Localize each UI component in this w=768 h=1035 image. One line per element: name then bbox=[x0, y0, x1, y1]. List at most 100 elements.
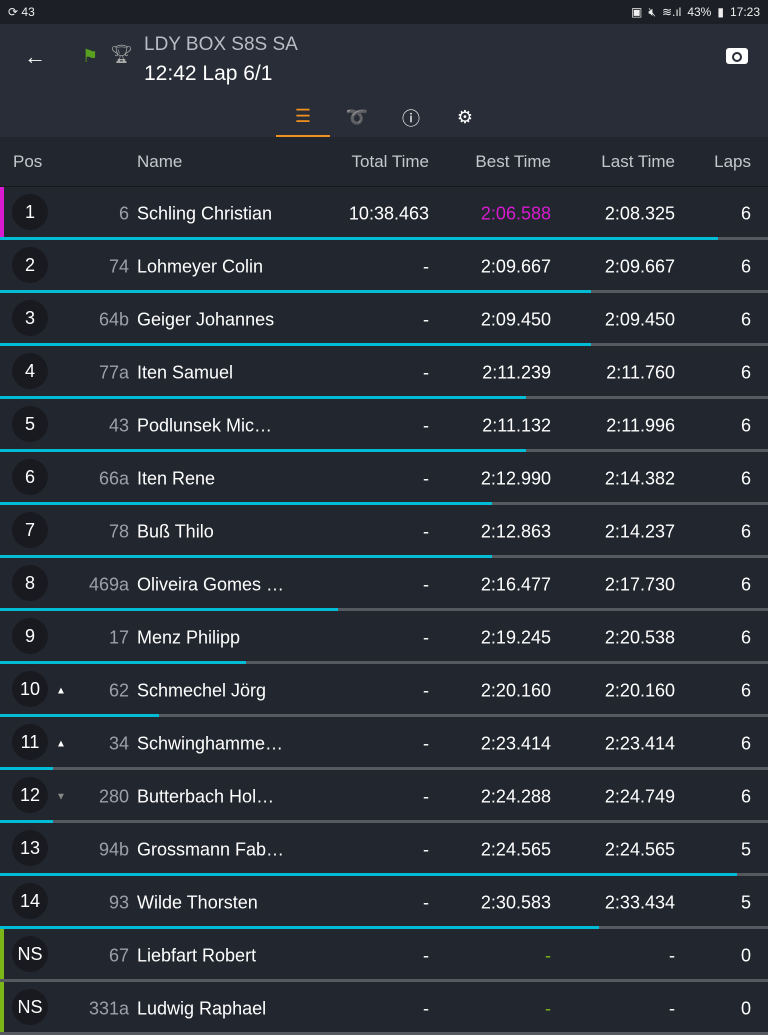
table-row[interactable]: 6 66a Iten Rene - 2:12.990 2:14.382 6 bbox=[0, 452, 768, 505]
notification-count: 43 bbox=[21, 5, 35, 19]
best-time: 2:09.667 bbox=[480, 256, 551, 276]
table-row[interactable]: 2 74 Lohmeyer Colin - 2:09.667 2:09.667 6 bbox=[0, 240, 768, 293]
table-row[interactable]: 7 78 Buß Thilo - 2:12.863 2:14.237 6 bbox=[0, 505, 768, 558]
best-time: 2:11.132 bbox=[482, 415, 551, 435]
back-arrow-icon[interactable]: ← bbox=[24, 44, 46, 69]
last-time: 2:09.667 bbox=[604, 256, 675, 276]
driver-name: Lohmeyer Colin bbox=[137, 256, 264, 276]
laps: 6 bbox=[740, 309, 751, 329]
table-row[interactable]: 3 64b Geiger Johannes - 2:09.450 2:09.450 6 bbox=[0, 293, 768, 346]
battery-level: 43% bbox=[687, 5, 712, 19]
position: 8 bbox=[24, 572, 35, 593]
car-number: 64b bbox=[98, 309, 129, 329]
position: 10 bbox=[19, 678, 41, 699]
position: 4 bbox=[24, 360, 35, 381]
car-number: 6 bbox=[118, 203, 129, 223]
laps: 6 bbox=[740, 256, 751, 276]
col-best-time[interactable]: Best Time bbox=[475, 151, 551, 171]
total-time: - bbox=[423, 945, 429, 965]
status-left: ⟳ 43 bbox=[8, 5, 35, 19]
tab-track[interactable]: ➰ bbox=[330, 98, 384, 137]
col-pos[interactable]: Pos bbox=[13, 151, 43, 171]
driver-name: Schling Christian bbox=[137, 203, 273, 223]
table-row[interactable]: 13 94b Grossmann Fab… - 2:24.565 2:24.565 5 bbox=[0, 823, 768, 876]
table-row[interactable]: 10 ▲ 62 Schmechel Jörg - 2:20.160 2:20.160 6 bbox=[0, 664, 768, 717]
position: NS bbox=[17, 996, 43, 1017]
camera-icon[interactable] bbox=[726, 48, 748, 64]
position-badge: 12 bbox=[12, 777, 48, 813]
session-clock-lap: 12:42 Lap 6/1 bbox=[144, 62, 273, 85]
mute-icon: 🔇︎ bbox=[648, 4, 656, 19]
table-row[interactable]: 1 6 Schling Christian 10:38.463 2:06.588 2:08… bbox=[0, 187, 768, 240]
best-time: 2:06.588 bbox=[480, 203, 551, 223]
session-title: LDY BOX S8S SA bbox=[144, 34, 298, 55]
best-time: 2:19.245 bbox=[480, 627, 551, 647]
laps: 6 bbox=[740, 203, 751, 223]
last-time: 2:09.450 bbox=[604, 309, 675, 329]
progress-track bbox=[0, 608, 768, 611]
position-badge: 11 bbox=[12, 724, 48, 760]
table-row[interactable]: 12 ▼ 280 Butterbach Hol… - 2:24.288 2:24.749 6 bbox=[0, 770, 768, 823]
progress-fill bbox=[0, 714, 159, 717]
col-total-time[interactable]: Total Time bbox=[351, 151, 429, 171]
total-time: - bbox=[423, 521, 429, 541]
best-time: 2:24.565 bbox=[480, 839, 551, 859]
position-badge: 7 bbox=[12, 512, 48, 548]
progress-fill bbox=[0, 661, 246, 664]
last-time: 2:33.434 bbox=[604, 892, 675, 912]
tab-list[interactable]: ☰ bbox=[276, 98, 330, 137]
table-header: Pos Name Total Time Best Time Last Time … bbox=[0, 137, 768, 187]
best-time: 2:24.288 bbox=[480, 786, 551, 806]
driver-name: Schwinghamme… bbox=[137, 733, 284, 753]
table-row[interactable]: 11 ▲ 34 Schwinghamme… - 2:23.414 2:23.414 6 bbox=[0, 717, 768, 770]
laps: 6 bbox=[740, 362, 751, 382]
laps: 6 bbox=[740, 680, 751, 700]
table-row[interactable]: 8 469a Oliveira Gomes … - 2:16.477 2:17.730 6 bbox=[0, 558, 768, 611]
tab-settings[interactable]: ⚙ bbox=[438, 98, 492, 137]
driver-name: Schmechel Jörg bbox=[137, 680, 267, 700]
position-badge: 3 bbox=[12, 300, 48, 336]
last-time: - bbox=[669, 945, 675, 965]
progress-fill bbox=[0, 873, 738, 876]
tab-info[interactable]: ⓘ bbox=[384, 98, 438, 137]
total-time: - bbox=[423, 309, 429, 329]
best-time: - bbox=[545, 945, 551, 965]
car-number: 469a bbox=[88, 574, 129, 594]
table-row[interactable]: 9 17 Menz Philipp - 2:19.245 2:20.538 6 bbox=[0, 611, 768, 664]
table-row[interactable]: 14 93 Wilde Thorsten - 2:30.583 2:33.434 5 bbox=[0, 876, 768, 929]
progress-fill bbox=[0, 926, 600, 929]
table-row[interactable]: 5 43 Podlunsek Mic… - 2:11.132 2:11.996 6 bbox=[0, 399, 768, 452]
laps: 0 bbox=[740, 998, 751, 1018]
col-laps[interactable]: Laps bbox=[714, 151, 751, 171]
position-badge: 6 bbox=[12, 459, 48, 495]
table-row[interactable]: NS 67 Liebfart Robert - - - 0 bbox=[0, 929, 768, 982]
last-time: 2:17.730 bbox=[604, 574, 675, 594]
position: 13 bbox=[19, 837, 41, 858]
car-number: 67 bbox=[108, 945, 129, 965]
ns-marker bbox=[0, 929, 4, 979]
driver-name: Iten Samuel bbox=[137, 362, 234, 382]
best-time: 2:23.414 bbox=[480, 733, 551, 753]
position: 14 bbox=[19, 890, 41, 911]
progress-track bbox=[0, 714, 768, 717]
last-time: 2:24.565 bbox=[604, 839, 675, 859]
results-table: 1 6 Schling Christian 10:38.463 2:06.588 2:08… bbox=[0, 187, 768, 1035]
position: 3 bbox=[24, 307, 35, 328]
table-row[interactable]: NS 331a Ludwig Raphael - - - 0 bbox=[0, 982, 768, 1035]
col-name[interactable]: Name bbox=[137, 151, 183, 171]
driver-name: Iten Rene bbox=[137, 468, 216, 488]
wifi-signal-icon: ≋.ıl bbox=[661, 5, 682, 19]
progress-track bbox=[0, 979, 768, 982]
position: 6 bbox=[24, 466, 35, 487]
position: NS bbox=[17, 943, 43, 964]
col-last-time[interactable]: Last Time bbox=[601, 151, 675, 171]
best-time: 2:12.990 bbox=[480, 468, 551, 488]
driver-name: Buß Thilo bbox=[137, 521, 214, 541]
best-time: 2:30.583 bbox=[480, 892, 551, 912]
laps: 6 bbox=[740, 415, 751, 435]
table-row[interactable]: 4 77a Iten Samuel - 2:11.239 2:11.760 6 bbox=[0, 346, 768, 399]
best-time: 2:11.239 bbox=[482, 362, 551, 382]
total-time: - bbox=[423, 627, 429, 647]
car-number: 66a bbox=[98, 468, 129, 488]
position-badge: 8 bbox=[12, 565, 48, 601]
